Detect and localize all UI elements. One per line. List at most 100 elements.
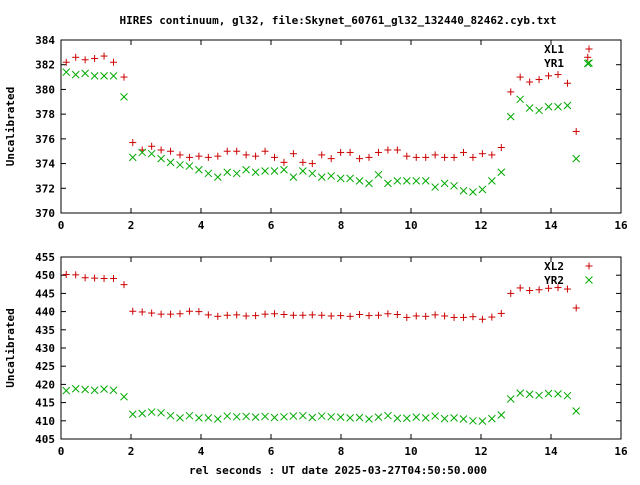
marker-stroke	[157, 408, 165, 417]
data-point	[572, 154, 581, 163]
x-tick-label: 2	[128, 219, 135, 232]
data-point	[497, 411, 506, 419]
marker-stroke	[355, 177, 364, 185]
data-point	[450, 313, 458, 321]
data-point	[459, 415, 468, 423]
data-point	[120, 73, 128, 81]
data-point	[469, 153, 477, 161]
marker-stroke	[516, 389, 525, 397]
data-point	[185, 411, 194, 420]
marker-stroke	[497, 168, 506, 177]
data-point	[346, 312, 354, 320]
data-point	[252, 312, 260, 320]
data-point	[62, 58, 70, 66]
data-point	[460, 313, 467, 321]
x-tick-label: 16	[614, 219, 628, 232]
data-point	[204, 414, 213, 422]
data-point	[91, 274, 99, 282]
x-tick-label: 0	[58, 445, 65, 458]
plot-frame	[60, 256, 622, 440]
data-point	[176, 414, 184, 422]
legend-label: YR1	[544, 57, 564, 70]
data-point	[195, 308, 203, 316]
y-tick-label: 455	[35, 251, 55, 264]
marker-stroke	[213, 173, 222, 182]
data-point	[91, 55, 99, 63]
data-point	[506, 395, 515, 403]
x-tick-label: 2	[128, 445, 135, 458]
marker-stroke	[459, 186, 468, 195]
data-point	[148, 309, 156, 317]
legend-label: XL1	[544, 43, 564, 56]
marker-stroke	[109, 386, 118, 395]
data-point	[516, 284, 524, 292]
data-point	[450, 181, 458, 190]
marker-stroke	[563, 101, 572, 110]
data-point	[289, 173, 298, 182]
data-point	[478, 150, 486, 158]
y-tick-label: 370	[35, 207, 55, 220]
data-point	[128, 153, 137, 162]
marker-stroke	[554, 390, 562, 398]
data-point	[185, 162, 194, 170]
data-point	[421, 177, 430, 185]
y-tick-label: 445	[35, 287, 55, 300]
data-point	[308, 169, 317, 178]
data-point	[535, 106, 543, 115]
data-point	[327, 155, 335, 163]
data-point	[422, 312, 430, 320]
marker-stroke	[289, 412, 298, 420]
data-point	[563, 79, 571, 87]
data-point	[62, 68, 71, 76]
data-point	[251, 168, 260, 177]
data-point	[412, 153, 420, 161]
data-point	[280, 311, 288, 319]
data-point	[232, 169, 241, 178]
data-point	[441, 312, 449, 320]
marker-stroke	[469, 416, 477, 425]
x-tick-label: 8	[338, 219, 345, 232]
data-point	[431, 311, 439, 319]
legend-marker	[585, 59, 593, 67]
data-point	[157, 408, 165, 417]
data-point	[563, 285, 571, 293]
marker-stroke	[138, 148, 147, 157]
marker-stroke	[128, 410, 137, 419]
marker-stroke	[497, 411, 506, 419]
data-point	[525, 104, 534, 112]
x-tick-label: 12	[474, 219, 487, 232]
data-point	[526, 286, 534, 294]
marker-stroke	[402, 414, 411, 423]
data-point	[431, 183, 440, 191]
data-point	[261, 412, 269, 421]
x-tick-label: 0	[58, 219, 65, 232]
data-point	[525, 390, 534, 399]
marker-stroke	[327, 412, 336, 421]
marker-stroke	[120, 92, 128, 101]
data-point	[327, 412, 336, 421]
marker-stroke	[308, 413, 317, 422]
series-yr1	[62, 59, 592, 196]
marker-stroke	[223, 412, 232, 420]
marker-stroke	[138, 409, 147, 418]
data-point	[129, 139, 137, 147]
data-point	[384, 310, 392, 318]
data-point	[166, 411, 175, 420]
y-tick-label: 425	[35, 360, 55, 373]
marker-stroke	[289, 173, 298, 182]
data-point	[81, 385, 90, 394]
data-point	[280, 412, 288, 421]
data-point	[195, 152, 203, 160]
data-point	[355, 413, 364, 422]
marker-stroke	[393, 414, 402, 423]
marker-stroke	[346, 174, 354, 183]
data-point	[478, 185, 487, 194]
data-point	[469, 313, 477, 321]
y-axis-label: Uncalibrated	[4, 87, 17, 166]
marker-stroke	[487, 414, 496, 423]
marker-stroke	[71, 384, 80, 393]
data-point	[204, 153, 212, 161]
legend-marker	[585, 262, 593, 270]
marker-stroke	[365, 415, 373, 423]
